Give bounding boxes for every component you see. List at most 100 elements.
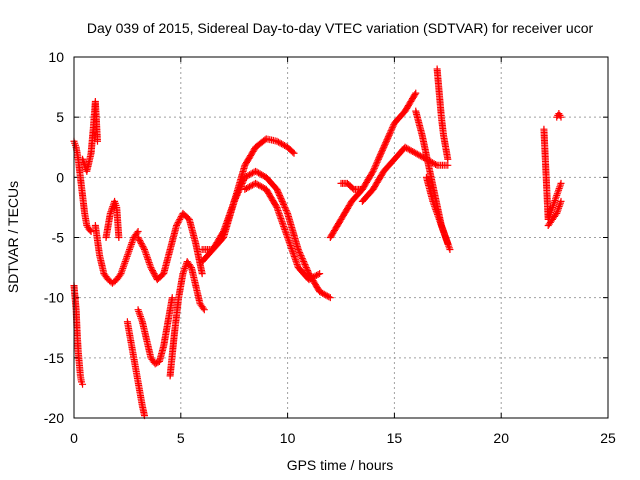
data-point (278, 196, 286, 204)
data-point (297, 252, 305, 260)
data-point (200, 306, 208, 314)
data-point (446, 246, 454, 254)
data-point (148, 267, 156, 275)
data-point (119, 263, 127, 271)
data-point (553, 209, 561, 217)
data-point (304, 267, 312, 275)
data-point (557, 113, 565, 121)
data-point (553, 208, 561, 216)
data-point (376, 152, 384, 160)
y-tick-label: 10 (48, 49, 64, 65)
data-point (175, 217, 183, 225)
data-point (550, 198, 558, 206)
data-point (294, 246, 302, 254)
data-point (305, 276, 313, 284)
data-point (278, 197, 286, 205)
data-point (356, 185, 364, 193)
data-point (186, 262, 194, 270)
data-point (302, 262, 310, 270)
data-point (326, 294, 334, 302)
data-point (445, 244, 453, 252)
data-point (557, 197, 565, 205)
data-point (554, 206, 562, 214)
data-point (388, 124, 396, 132)
data-point (122, 256, 130, 264)
data-point (134, 234, 142, 241)
data-point (320, 290, 328, 298)
data-point (283, 208, 291, 216)
data-point (382, 137, 390, 145)
data-point (137, 313, 145, 321)
data-point (121, 259, 129, 267)
data-point (281, 203, 289, 211)
data-point (181, 263, 189, 271)
data-point (376, 151, 384, 159)
data-point (122, 254, 130, 262)
data-point (108, 206, 116, 214)
data-point (375, 154, 383, 162)
data-point (386, 128, 394, 136)
data-point (256, 170, 264, 178)
data-point (168, 294, 176, 302)
data-point (127, 242, 135, 250)
data-point (276, 193, 284, 201)
y-tick-label: -20 (44, 410, 64, 426)
data-point (149, 268, 157, 276)
data-point (300, 258, 308, 266)
data-point (289, 148, 297, 156)
chart-title: Day 039 of 2015, Sidereal Day-to-day VTE… (87, 20, 594, 36)
data-point (282, 205, 290, 213)
data-point (310, 273, 318, 281)
data-point (115, 234, 123, 241)
x-tick-label: 25 (600, 430, 616, 446)
data-point (298, 255, 306, 263)
data-point (124, 251, 132, 259)
data-point (418, 153, 426, 161)
data-point (252, 167, 260, 175)
data-point (555, 203, 563, 211)
data-point (556, 201, 564, 209)
data-point (553, 191, 561, 199)
data-point (136, 311, 144, 319)
data-point (136, 238, 144, 246)
data-point (140, 244, 148, 252)
data-point (381, 140, 389, 148)
data-point (256, 182, 264, 190)
data-point (148, 265, 156, 273)
data-point (247, 182, 255, 190)
data-point (412, 89, 420, 97)
data-point (121, 258, 129, 266)
y-tick-label: -15 (44, 350, 64, 366)
data-point (319, 289, 327, 297)
data-point (174, 218, 182, 226)
data-point (379, 145, 387, 153)
data-point (372, 161, 380, 169)
data-point (384, 133, 392, 141)
data-point (555, 204, 563, 212)
data-point (389, 122, 397, 130)
data-point (274, 187, 282, 195)
data-point (279, 141, 287, 149)
data-point (444, 240, 452, 248)
data-point (127, 240, 135, 248)
data-point (406, 146, 414, 154)
data-point (325, 293, 333, 301)
grid (74, 57, 608, 418)
data-point (323, 292, 331, 300)
data-point (313, 271, 321, 279)
data-point (106, 209, 114, 217)
data-point (296, 250, 304, 258)
data-point (125, 247, 133, 255)
data-point (181, 264, 189, 272)
data-point (259, 172, 267, 180)
data-point (552, 211, 560, 219)
data-point (177, 214, 185, 222)
data-point (272, 202, 280, 210)
data-point (378, 148, 386, 156)
data-point (442, 235, 450, 243)
data-point (383, 136, 391, 144)
data-point (138, 316, 146, 324)
data-point (407, 147, 415, 155)
data-point (374, 157, 382, 165)
